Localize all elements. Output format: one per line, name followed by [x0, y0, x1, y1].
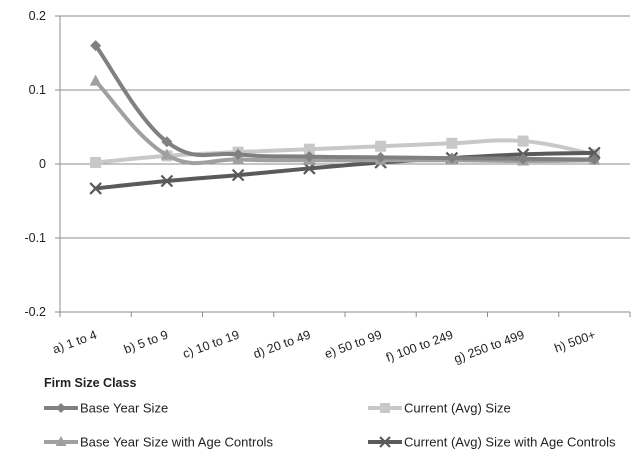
x-tick-label: h) 500+: [552, 328, 597, 356]
y-tick-label: 0.1: [29, 83, 46, 97]
legend: Base Year Size Current (Avg) Size Base Yea…: [44, 401, 616, 450]
data-point: [380, 403, 390, 413]
x-tick-label: f) 100 to 249: [384, 328, 455, 365]
data-point: [161, 136, 173, 148]
data-point: [517, 153, 529, 165]
x-tick-label: c) 10 to 19: [181, 328, 241, 361]
x-tick-label: e) 50 to 99: [323, 328, 384, 362]
x-tick-labels: a) 1 to 4 b) 5 to 9 c) 10 to 19 d) 20 to 49…: [51, 328, 598, 366]
data-point: [56, 403, 66, 413]
data-point: [90, 157, 102, 169]
legend-item: Base Year Size with Age Controls: [44, 435, 273, 450]
y-tick-label: -0.2: [24, 305, 46, 319]
x-tick-label: d) 20 to 49: [251, 328, 312, 362]
data-point: [90, 40, 102, 52]
series-3: [89, 146, 601, 195]
y-tick-label: 0.2: [29, 9, 46, 23]
data-point: [375, 151, 387, 163]
series-line: [93, 150, 597, 191]
data-point: [55, 436, 67, 446]
data-point: [160, 148, 173, 160]
legend-item: Base Year Size: [44, 401, 168, 416]
legend-label: Current (Avg) Size: [404, 401, 511, 416]
data-point: [89, 74, 102, 86]
data-point: [379, 436, 391, 448]
series-0: [90, 40, 600, 166]
data-point: [375, 140, 387, 152]
data-point: [232, 148, 244, 160]
data-point: [303, 151, 315, 163]
x-tick-label: a) 1 to 4: [51, 328, 99, 357]
series-lines: [89, 40, 601, 195]
y-tick-labels: 0.2 0.1 0 -0.1 -0.2: [24, 9, 46, 319]
data-point: [517, 135, 529, 147]
legend-label: Base Year Size with Age Controls: [80, 435, 273, 450]
x-axis-label: Firm Size Class: [44, 376, 136, 390]
data-point: [160, 174, 174, 188]
legend-item: Current (Avg) Size with Age Controls: [368, 435, 616, 450]
y-tick-label: -0.1: [24, 231, 46, 245]
data-point: [231, 168, 245, 182]
legend-item: Current (Avg) Size: [368, 401, 511, 416]
series-line: [93, 138, 597, 165]
data-point: [89, 182, 102, 195]
axes: [59, 16, 631, 317]
data-point: [588, 154, 600, 166]
legend-label: Current (Avg) Size with Age Controls: [404, 435, 616, 450]
data-point: [446, 152, 458, 164]
y-tick-label: 0: [39, 157, 46, 171]
series-2: [89, 74, 601, 166]
x-tick-label: g) 250 to 499: [452, 328, 526, 366]
legend-label: Base Year Size: [80, 401, 168, 416]
data-point: [446, 137, 458, 149]
data-point: [303, 143, 315, 155]
x-tick-label: b) 5 to 9: [122, 328, 170, 357]
data-point: [588, 146, 601, 160]
